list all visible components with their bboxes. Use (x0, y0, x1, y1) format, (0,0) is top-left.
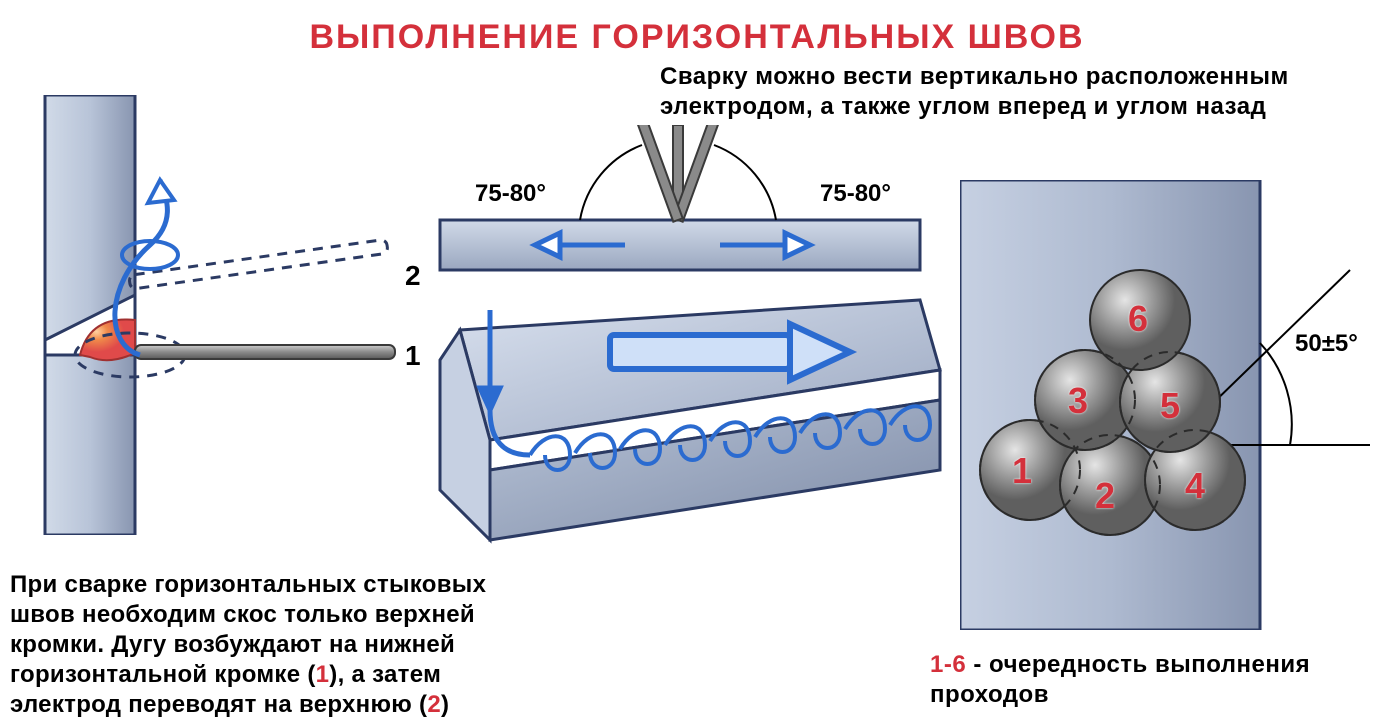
angle-label-right: 75-80° (820, 180, 891, 208)
br-prefix: 1-6 (930, 651, 966, 678)
angle-label-left: 75-80° (475, 180, 546, 208)
pass-number-1: 1 (1012, 450, 1032, 492)
pass-number-6: 6 (1128, 298, 1148, 340)
page-title: ВЫПОЛНЕНИЕ ГОРИЗОНТАЛЬНЫХ ШВОВ (0, 18, 1394, 57)
angle-label-bead: 50±5° (1295, 330, 1358, 358)
diagram-electrode-angles: 75-80° 75-80° (420, 125, 940, 295)
pass-number-4: 4 (1185, 465, 1205, 507)
pass-number-2: 2 (1095, 475, 1115, 517)
description-top-right: Сварку можно вести вертикально расположе… (660, 62, 1380, 122)
pass-number-3: 3 (1068, 380, 1088, 422)
pass-number-5: 5 (1160, 385, 1180, 427)
electrode-label-1: 1 (405, 340, 421, 372)
description-bottom-right: 1-6 - очередность выполнения проходов (930, 650, 1380, 710)
diagram-pass-sequence: 1 2 3 4 5 6 50±5° (960, 180, 1390, 630)
bl-num1: 1 (316, 661, 330, 688)
diagram-spiral-weld (420, 280, 950, 550)
description-bottom-left: При сварке горизонтальных стыковых швов … (10, 570, 550, 720)
br-rest: - очередность выполнения проходов (930, 651, 1310, 708)
diagram-electrode-positions: 1 2 (10, 95, 420, 535)
electrode-label-2: 2 (405, 260, 421, 292)
